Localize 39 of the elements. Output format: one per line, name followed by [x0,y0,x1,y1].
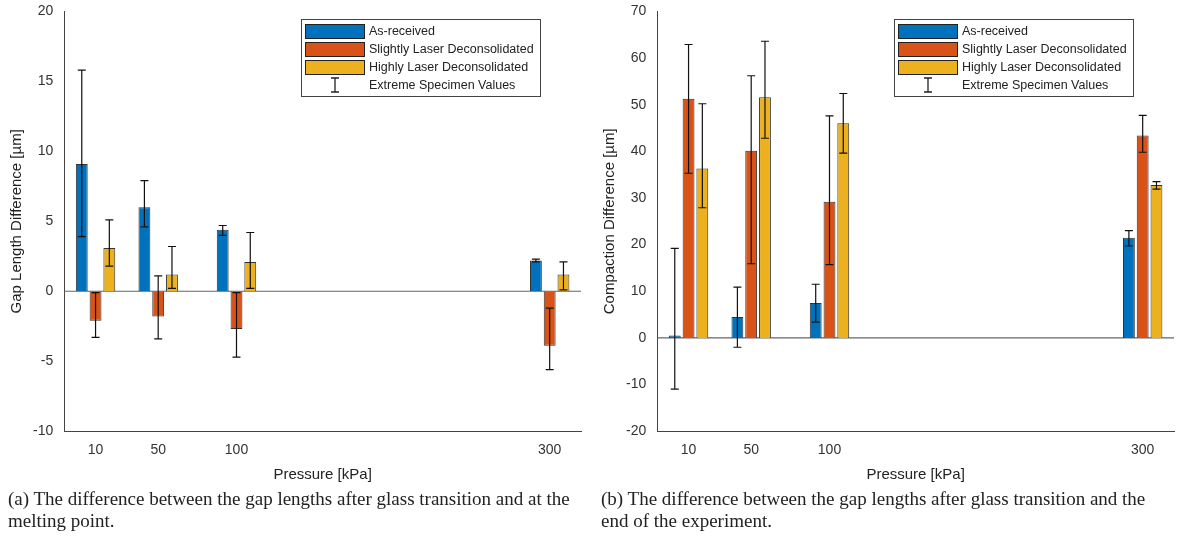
y-axis-title: Gap Length Difference [µm] [7,129,25,314]
x-tick-label: 50 [743,441,760,458]
y-tick-label: 40 [630,142,647,159]
x-axis-title: Pressure [kPa] [273,465,372,483]
y-tick-label: 15 [37,72,54,89]
y-tick-label: -20 [626,422,647,439]
x-tick-label: 10 [680,441,697,458]
legend-label: Slightly Laser Deconsolidated [962,42,1127,57]
legend-label: Slightly Laser Deconsolidated [369,42,534,57]
y-axis-title: Compaction Difference [µm] [600,128,618,315]
legend-label: Highly Laser Deconsolidated [962,60,1122,75]
y-tick-label: 50 [630,95,647,112]
y-tick-label: -5 [40,352,54,369]
legend-label: As-received [962,24,1028,39]
x-tick-label: 300 [538,441,562,458]
text: (a) The difference between the gap lengths after glass transition and at the melting point. [7,488,571,532]
x-tick-label: 10 [87,441,104,458]
y-tick-label: 10 [37,142,54,159]
y-tick-label: 20 [37,2,54,19]
y-tick-label: -10 [626,375,647,392]
annotation: Extreme Specimen Values [369,78,516,93]
legend-label: As-received [369,24,435,39]
y-tick-label: 10 [630,282,647,299]
y-tick-label: 60 [630,48,647,65]
y-tick-label: 20 [630,235,647,252]
y-tick-label: 70 [630,2,647,19]
x-tick-label: 100 [224,441,249,458]
x-tick-label: 300 [1131,441,1155,458]
y-tick-label: 30 [630,188,647,205]
y-tick-label: 0 [638,328,647,345]
y-tick-label: -10 [33,422,54,439]
y-tick-label: 0 [45,282,54,299]
x-axis-title: Pressure [kPa] [866,465,965,483]
x-tick-label: 50 [150,441,167,458]
legend-label: Highly Laser Deconsolidated [369,60,529,75]
x-tick-label: 100 [817,441,842,458]
y-tick-label: 5 [45,212,54,229]
annotation: Extreme Specimen Values [962,78,1109,93]
text: (b) The difference between the gap lengths after glass transition and the end of the experiment. [600,488,1147,532]
